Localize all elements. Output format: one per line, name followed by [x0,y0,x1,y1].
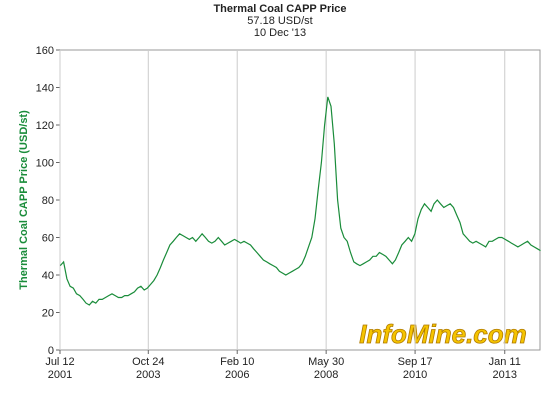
y-tick-label: 120 [36,120,54,132]
y-axis-label: Thermal Coal CAPP Price (USD/st) [18,110,30,290]
x-tick-label: Jul 12 [45,356,74,368]
x-tick-label: Feb 10 [220,356,254,368]
y-tick-label: 140 [36,83,54,95]
y-tick-label: 40 [42,270,54,282]
y-tick-label: 100 [36,158,54,170]
x-tick-year: 2008 [314,369,338,381]
y-tick-label: 80 [42,195,54,207]
price-line [59,96,541,306]
y-tick-label: 20 [42,308,54,320]
x-tick-year: 2006 [225,369,249,381]
y-tick-label: 160 [36,45,54,57]
chart-subtitle: 57.18 USD/st [247,15,312,27]
x-tick-year: 2001 [48,369,72,381]
chart-date: 10 Dec '13 [254,27,306,39]
watermark: InfoMine.com [359,319,527,349]
x-tick-label: May 30 [308,356,344,368]
chart-title: Thermal Coal CAPP Price [213,3,346,15]
x-tick-label: Oct 24 [132,356,164,368]
x-tick-year: 2010 [403,369,427,381]
y-tick-label: 0 [48,345,54,357]
x-tick-label: Jan 11 [489,356,521,368]
y-tick-label: 60 [42,233,54,245]
x-tick-year: 2003 [136,369,160,381]
x-tick-label: Sep 17 [398,356,433,368]
x-tick-year: 2013 [493,369,517,381]
